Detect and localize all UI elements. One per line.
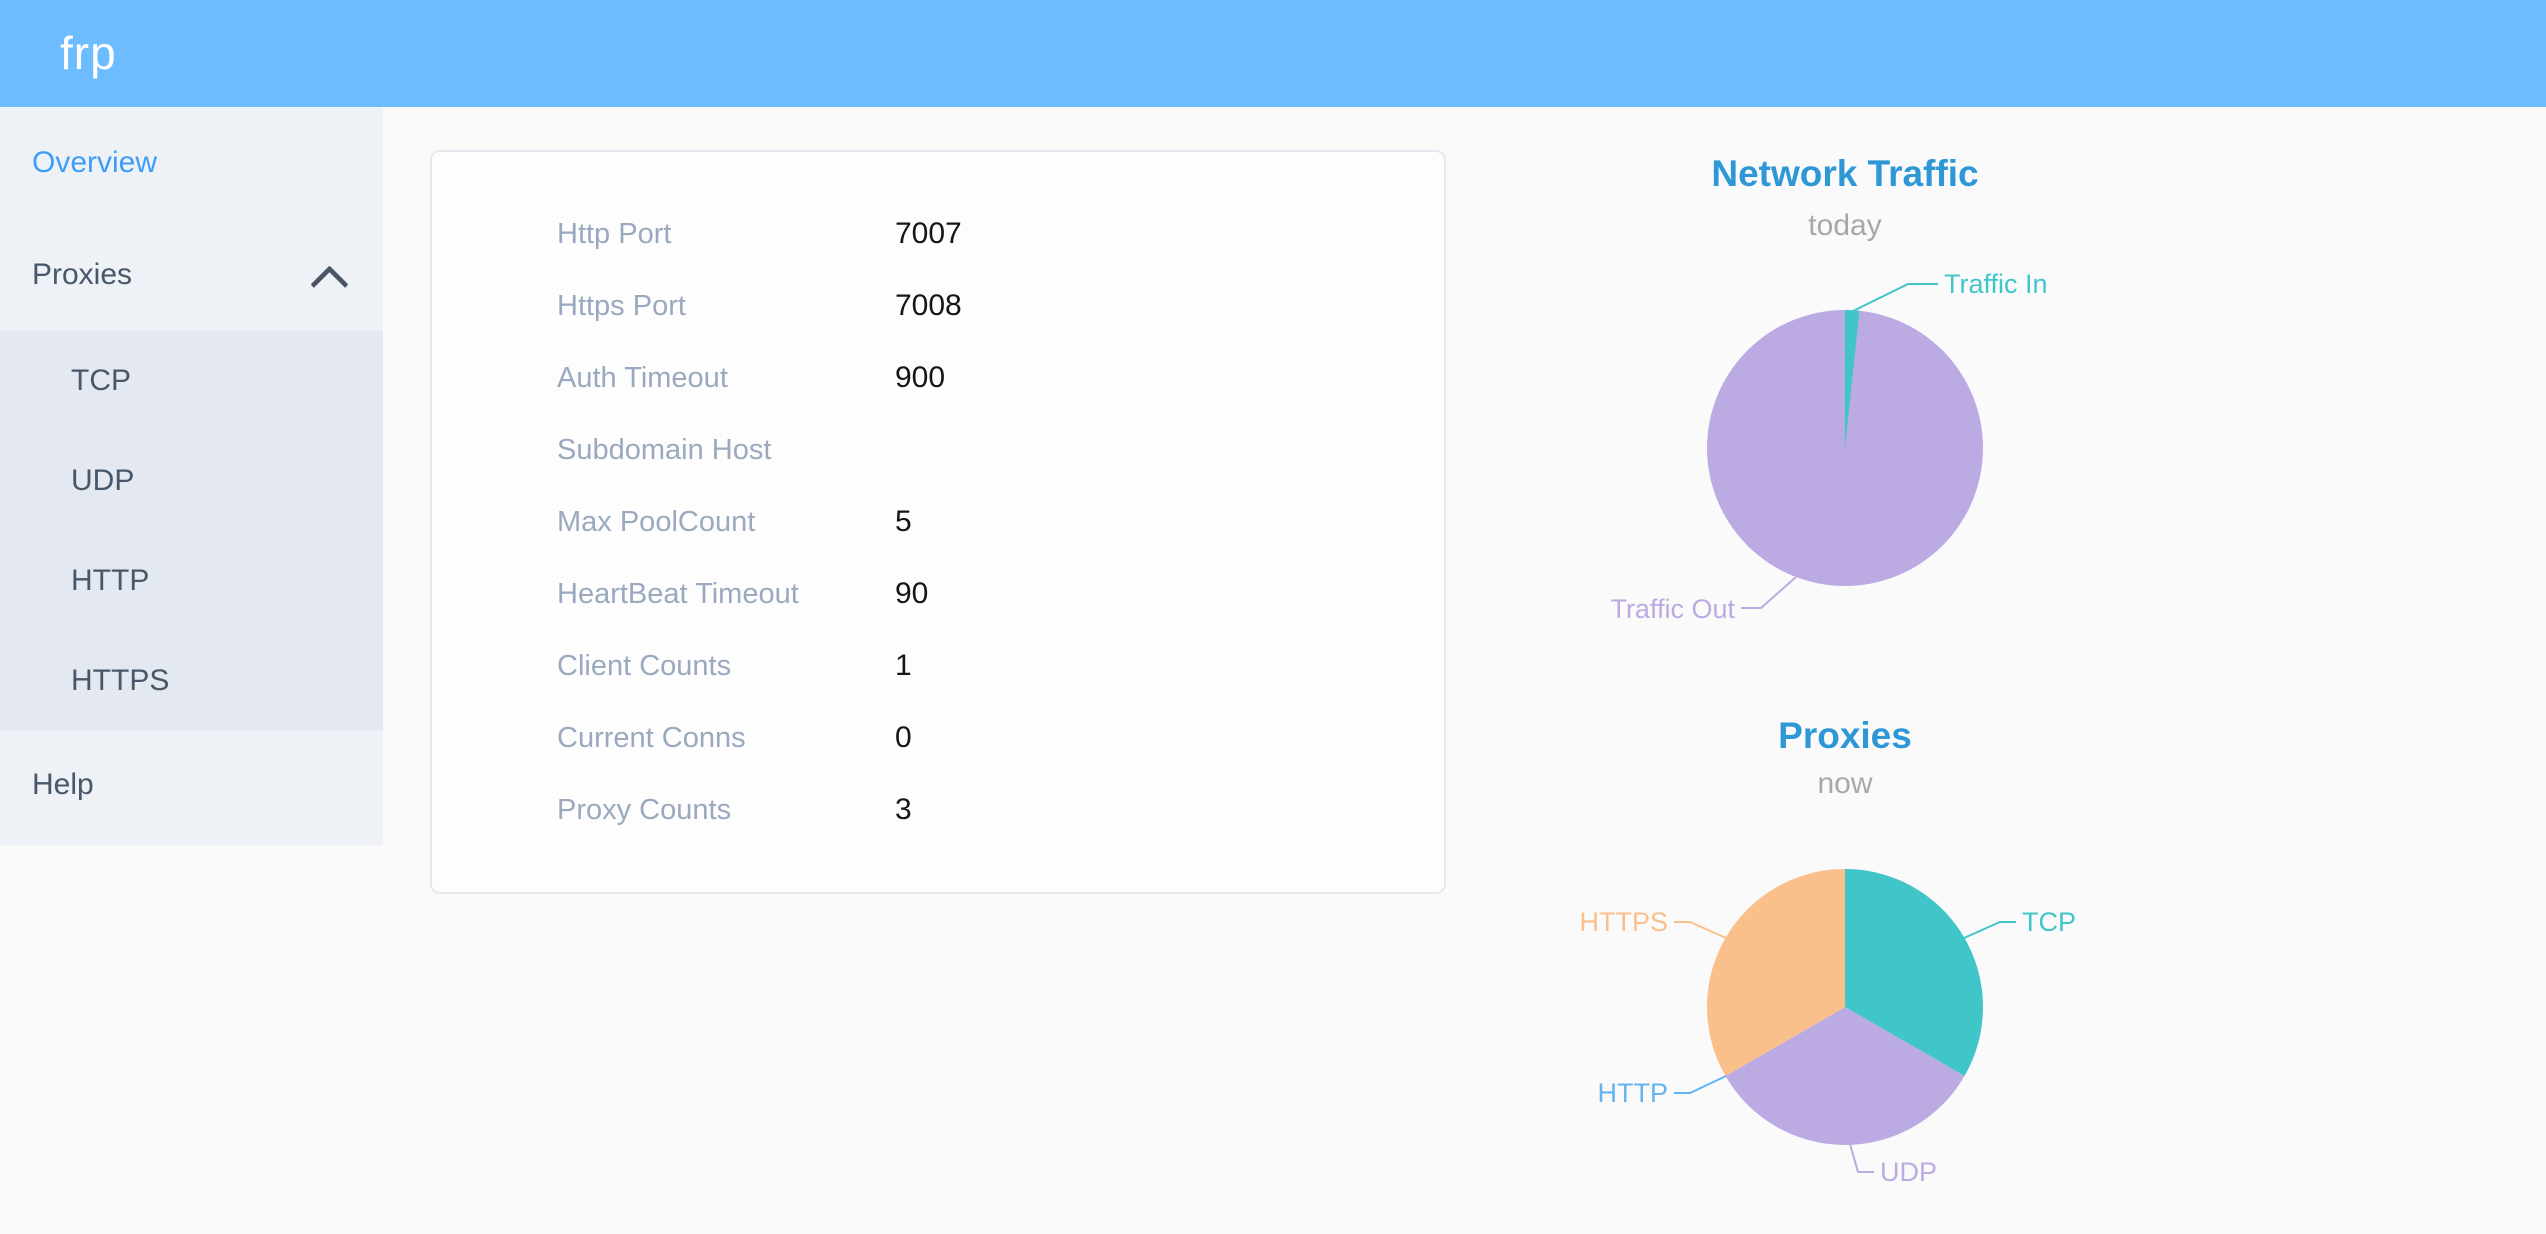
network-traffic-pie-chart: Traffic In Traffic Out: [1610, 269, 2048, 624]
info-label: Auth Timeout: [557, 362, 728, 394]
sidebar-item-tcp[interactable]: TCP: [71, 364, 131, 397]
traffic-out-label: Traffic Out: [1610, 594, 1735, 624]
pie-slice-traffic-in[interactable]: [1845, 310, 1860, 448]
network-traffic-chart-subtitle: today: [1808, 209, 1882, 242]
proxies-chart-title: Proxies: [1778, 715, 1912, 756]
https-label-line: [1674, 921, 1727, 939]
info-label: HeartBeat Timeout: [557, 578, 799, 610]
info-row-http-port: Http Port 7007: [432, 198, 1444, 270]
info-value: 7007: [895, 217, 962, 250]
udp-label-line: [1849, 1143, 1874, 1173]
proxies-submenu: TCP UDP HTTP HTTPS: [0, 331, 383, 731]
sidebar-item-help[interactable]: Help: [32, 768, 94, 801]
sidebar-item-udp[interactable]: UDP: [71, 464, 135, 497]
info-row-auth-timeout: Auth Timeout 900: [432, 342, 1444, 414]
info-row-subdomain-host: Subdomain Host: [432, 414, 1444, 486]
sidebar-item-overview[interactable]: Overview: [32, 146, 158, 179]
tcp-label: TCP: [2022, 907, 2076, 937]
info-value: 0: [895, 721, 912, 754]
traffic-in-label: Traffic In: [1944, 269, 2048, 299]
info-row-current-conns: Current Conns 0: [432, 702, 1444, 774]
pie-slice-https[interactable]: [1707, 869, 1845, 1076]
info-value: 900: [895, 361, 946, 394]
info-row-max-poolcount: Max PoolCount 5: [432, 486, 1444, 558]
traffic-out-label-line: [1741, 576, 1797, 609]
udp-label: UDP: [1880, 1157, 1937, 1187]
http-label-line: [1674, 1075, 1727, 1094]
info-label: Max PoolCount: [557, 506, 756, 538]
info-row-proxy-counts: Proxy Counts 3: [432, 774, 1444, 846]
sidebar-item-proxies[interactable]: Proxies: [0, 219, 383, 331]
https-label: HTTPS: [1579, 907, 1668, 937]
network-traffic-chart-title: Network Traffic: [1711, 153, 1979, 194]
info-value: 3: [895, 793, 912, 826]
pie-slice-udp[interactable]: [1725, 1007, 1965, 1145]
app-logo: frp: [60, 27, 117, 79]
info-value: 1: [895, 649, 912, 682]
info-value: 7008: [895, 289, 962, 322]
sidebar-item-proxies-label: Proxies: [32, 258, 133, 291]
sidebar-item-http[interactable]: HTTP: [71, 564, 150, 597]
info-row-heartbeat-timeout: HeartBeat Timeout 90: [432, 558, 1444, 630]
info-label: Subdomain Host: [557, 434, 772, 466]
proxies-chart-subtitle: now: [1817, 767, 1873, 800]
info-row-client-counts: Client Counts 1: [432, 630, 1444, 702]
chevron-up-icon[interactable]: [310, 265, 349, 304]
tcp-label-line: [1963, 921, 2016, 939]
proxies-pie-chart: TCP HTTPS HTTP UDP: [1579, 869, 2076, 1187]
server-info-card: Http Port 7007 Https Port 7008 Auth Time…: [430, 150, 1446, 894]
info-label: Proxy Counts: [557, 794, 732, 826]
info-label: Https Port: [557, 290, 686, 322]
sidebar: Overview Proxies TCP UDP HTTP HTTPS Help: [0, 107, 383, 845]
sidebar-item-https[interactable]: HTTPS: [71, 664, 170, 697]
info-value: 5: [895, 505, 912, 538]
http-label: HTTP: [1598, 1078, 1669, 1108]
info-value: 90: [895, 577, 929, 610]
info-row-https-port: Https Port 7008: [432, 270, 1444, 342]
info-label: Current Conns: [557, 722, 746, 754]
app-header: frp: [0, 0, 2546, 107]
pie-slice-tcp[interactable]: [1845, 869, 1983, 1076]
info-label: Http Port: [557, 218, 672, 250]
info-label: Client Counts: [557, 650, 732, 682]
traffic-in-label-line: [1850, 283, 1938, 313]
